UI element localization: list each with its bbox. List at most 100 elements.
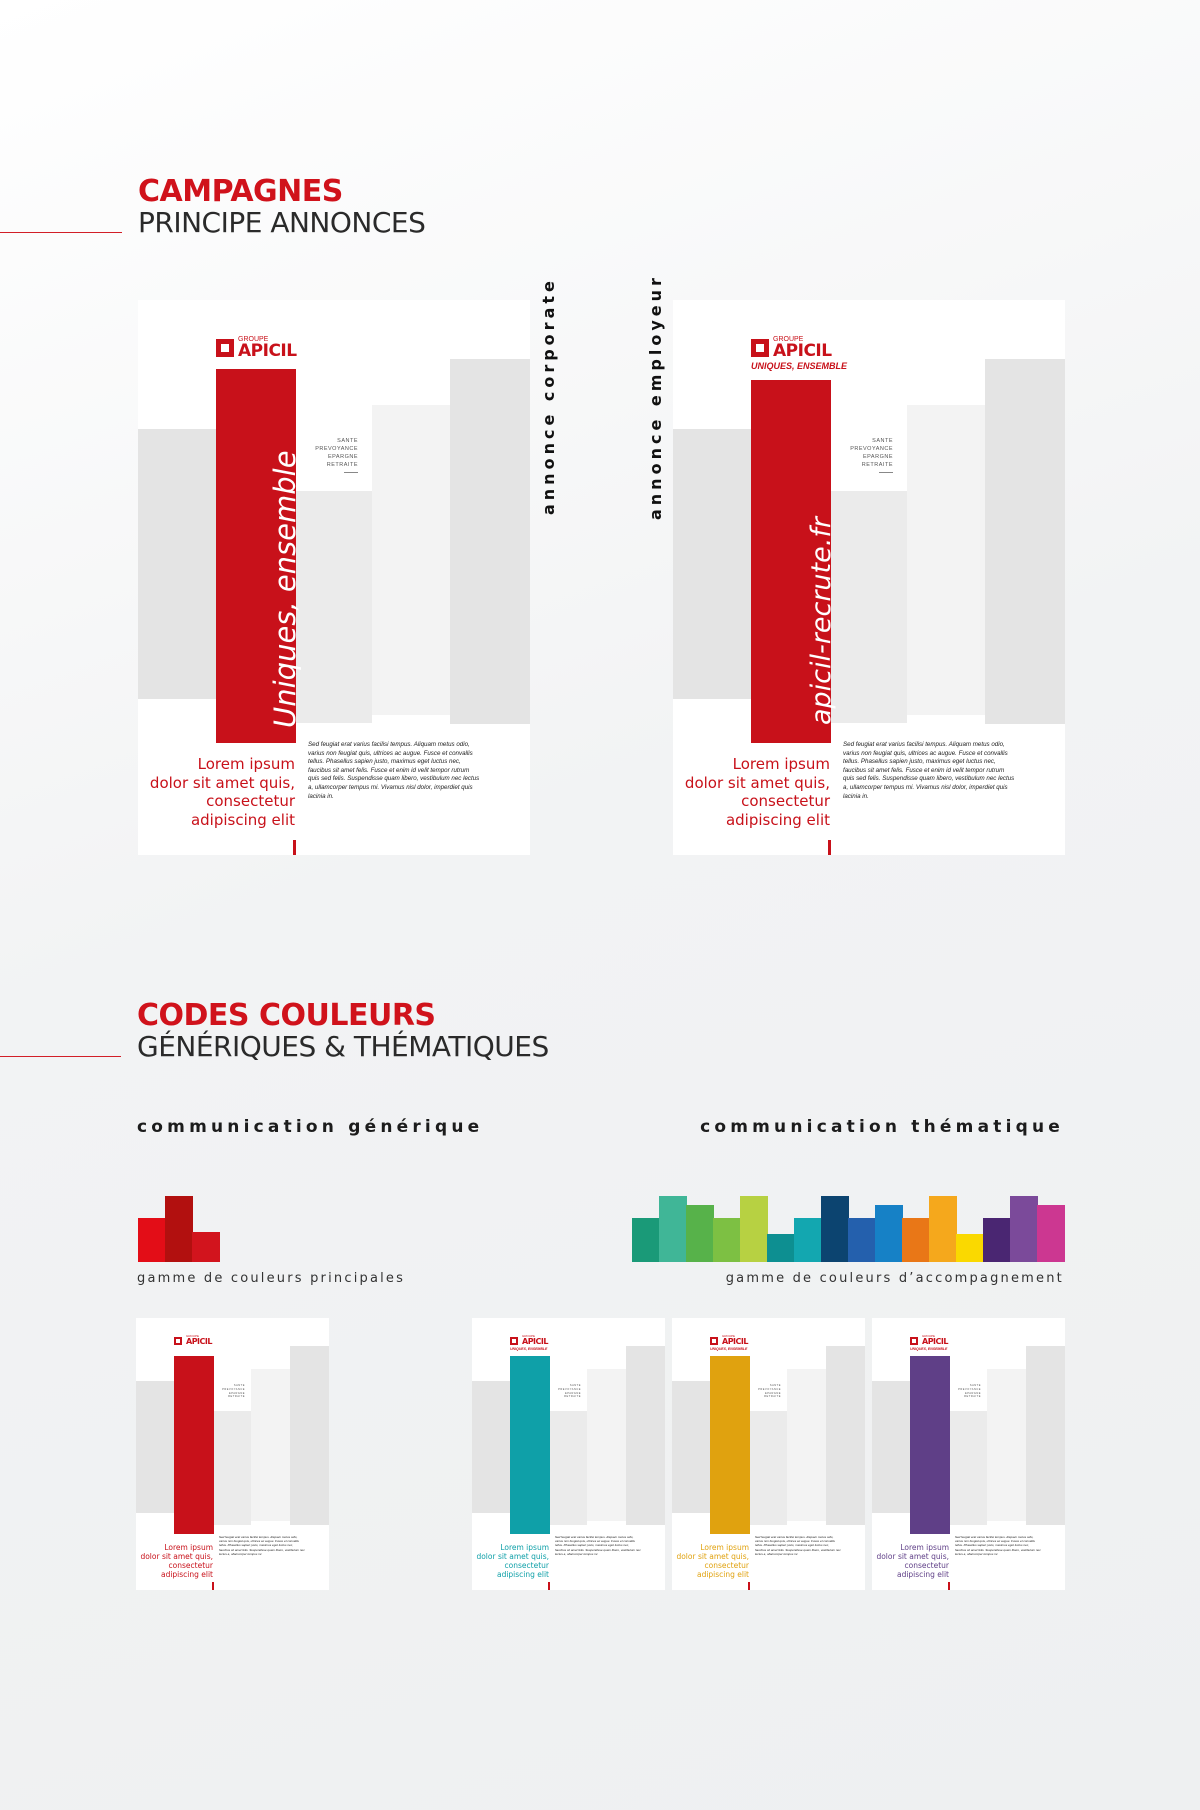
poster-tick xyxy=(293,840,296,855)
color-swatch xyxy=(138,1218,166,1262)
gray-bar xyxy=(290,1346,329,1525)
gray-bar xyxy=(136,1381,175,1513)
apicil-logo: GROUPE APICIL xyxy=(910,1335,948,1346)
color-swatch xyxy=(1037,1205,1065,1262)
poster-tick xyxy=(548,1582,550,1590)
poster-body-text: Sed feugiat erat varius facilisi tempus.… xyxy=(219,1535,305,1556)
poster-headline: Lorem ipsum dolor sit amet quis, consectet… xyxy=(684,755,830,829)
gray-bar xyxy=(826,1346,865,1525)
ad-corporate: GROUPE APICIL SANTE PREVOYANCE EPARGNE RETRA… xyxy=(138,300,530,855)
color-swatch xyxy=(767,1234,795,1262)
poster-headline: Lorem ipsum dolor sit amet quis, consectet… xyxy=(476,1543,549,1579)
poster-menu: SANTE PREVOYANCE EPARGNE RETRAITE xyxy=(958,1384,981,1399)
gray-bar xyxy=(907,405,985,715)
caption-accent: gamme de couleurs d’accompagnement xyxy=(725,1271,1064,1286)
color-swatch xyxy=(165,1196,193,1262)
color-swatch xyxy=(686,1205,714,1262)
poster-tick xyxy=(212,1582,214,1590)
poster-slogan: apicil-recrute.fr xyxy=(806,517,837,725)
section-title: CODES COULEURS xyxy=(137,998,436,1033)
color-swatch xyxy=(821,1196,849,1262)
accent-bar xyxy=(710,1356,750,1534)
poster-tagline: UNIQUES, ENSEMBLE xyxy=(510,1347,548,1351)
gray-bar xyxy=(673,429,753,699)
mini-poster: GROUPE APICIL UNIQUES, ENSEMBLE SANTE PREVOY… xyxy=(872,1318,1065,1590)
ad-label-employer: annonce employeur xyxy=(646,274,665,520)
poster-tick xyxy=(948,1582,950,1590)
poster-headline: Lorem ipsum dolor sit amet quis, consectet… xyxy=(876,1543,949,1579)
gray-bar xyxy=(450,359,530,724)
section-title: CAMPAGNES xyxy=(138,174,343,209)
color-swatch xyxy=(659,1196,687,1262)
ad-label-corporate: annonce corporate xyxy=(539,277,558,515)
accent-bar xyxy=(174,1356,214,1534)
ad-employer: GROUPE APICIL UNIQUES, ENSEMBLE SANTE PREV… xyxy=(673,300,1065,855)
apicil-logo: GROUPE APICIL xyxy=(510,1335,548,1346)
red-bar xyxy=(751,380,831,743)
gray-bar xyxy=(1026,1346,1065,1525)
color-swatch xyxy=(794,1218,822,1262)
apicil-logo: GROUPE APICIL xyxy=(710,1335,748,1346)
color-swatch xyxy=(713,1218,741,1262)
mini-poster: GROUPE APICIL UNIQUES, ENSEMBLE SANTE PREVOY… xyxy=(672,1318,865,1590)
poster-menu: SANTE PREVOYANCE EPARGNE RETRAITE xyxy=(222,1384,245,1399)
color-swatch xyxy=(983,1218,1011,1262)
poster-headline: Lorem ipsum dolor sit amet quis, consectet… xyxy=(149,755,295,829)
gray-bar xyxy=(213,1411,251,1525)
gray-bar xyxy=(372,405,450,715)
section-subtitle: GÉNÉRIQUES & THÉMATIQUES xyxy=(137,1030,549,1063)
accent-bar xyxy=(910,1356,950,1534)
gray-bar xyxy=(251,1369,290,1521)
poster-tick xyxy=(748,1582,750,1590)
accent-bar xyxy=(510,1356,550,1534)
apicil-logo: GROUPE APICIL xyxy=(216,336,297,360)
gray-bar xyxy=(294,491,372,723)
poster-body-text: Sed feugiat erat varius facilisi tempus.… xyxy=(955,1535,1041,1556)
caption-main: gamme de couleurs principales xyxy=(137,1271,406,1286)
poster-body-text: Sed feugiat erat varius facilisi tempus.… xyxy=(843,741,1015,800)
mini-poster: GROUPE APICIL UNIQUES, ENSEMBLE SANTE PREVOY… xyxy=(472,1318,665,1590)
gray-bar xyxy=(985,359,1065,724)
color-swatch xyxy=(902,1218,930,1262)
gray-bar xyxy=(626,1346,665,1525)
gray-bar xyxy=(672,1381,711,1513)
color-swatch xyxy=(875,1205,903,1262)
gray-bar xyxy=(872,1381,911,1513)
color-swatch xyxy=(632,1218,660,1262)
poster-slogan: Uniques, ensemble xyxy=(268,450,302,728)
poster-tagline: UNIQUES, ENSEMBLE xyxy=(910,1347,948,1351)
mini-poster: GROUPE APICIL SANTE PREVOYANCE EPARGNE RETRAI… xyxy=(136,1318,329,1590)
color-swatch xyxy=(929,1196,957,1262)
gray-bar xyxy=(829,491,907,723)
poster-menu: SANTE PREVOYANCE EPARGNE RETRAITE xyxy=(298,437,358,473)
poster-headline: Lorem ipsum dolor sit amet quis, consectet… xyxy=(140,1543,213,1579)
gray-bar xyxy=(949,1411,987,1525)
gray-bar xyxy=(138,429,218,699)
poster-body-text: Sed feugiat erat varius facilisi tempus.… xyxy=(755,1535,841,1556)
gray-bar xyxy=(987,1369,1026,1521)
poster-tagline: UNIQUES, ENSEMBLE xyxy=(710,1347,748,1351)
poster-headline: Lorem ipsum dolor sit amet quis, consectet… xyxy=(676,1543,749,1579)
color-swatch xyxy=(192,1232,220,1262)
gray-bar xyxy=(787,1369,826,1521)
gray-bar xyxy=(549,1411,587,1525)
poster-body-text: Sed feugiat erat varius facilisi tempus.… xyxy=(308,741,480,800)
color-swatch xyxy=(740,1196,768,1262)
poster-body-text: Sed feugiat erat varius facilisi tempus.… xyxy=(555,1535,641,1556)
poster-menu: SANTE PREVOYANCE EPARGNE RETRAITE xyxy=(758,1384,781,1399)
gray-bar xyxy=(749,1411,787,1525)
heading-thematic: communication thématique xyxy=(700,1117,1064,1137)
gray-bar xyxy=(472,1381,511,1513)
section-subtitle: PRINCIPE ANNONCES xyxy=(138,206,426,239)
section-divider xyxy=(0,232,122,233)
red-bar xyxy=(216,369,296,743)
apicil-logo: GROUPE APICIL xyxy=(174,1335,212,1346)
section-divider xyxy=(0,1056,121,1057)
color-swatch xyxy=(1010,1196,1038,1262)
poster-menu: SANTE PREVOYANCE EPARGNE RETRAITE xyxy=(558,1384,581,1399)
poster-tagline: UNIQUES, ENSEMBLE xyxy=(751,361,848,371)
poster-tick xyxy=(828,840,831,855)
heading-generic: communication générique xyxy=(137,1117,484,1137)
gray-bar xyxy=(587,1369,626,1521)
color-swatch xyxy=(956,1234,984,1262)
